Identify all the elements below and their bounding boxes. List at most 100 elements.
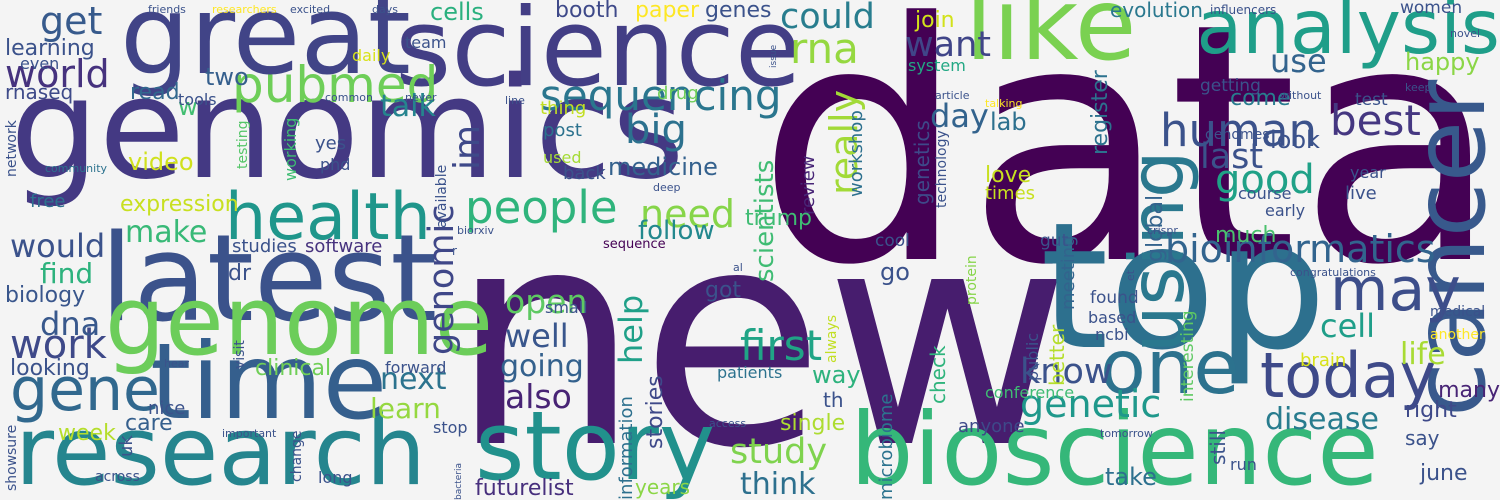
- word-genetics: genetics: [910, 120, 934, 205]
- word-th: th: [823, 388, 844, 412]
- word-network: network: [4, 120, 20, 177]
- word-world: world: [5, 52, 110, 96]
- word-thing: thing: [540, 98, 587, 119]
- word-information: information: [616, 396, 637, 500]
- word-find: find: [40, 257, 94, 290]
- word-small: small: [545, 298, 588, 317]
- word-free: free: [30, 191, 66, 212]
- word-genes: genes: [705, 0, 772, 23]
- word-access: access: [709, 417, 747, 430]
- word-genomics: genomics: [10, 48, 685, 211]
- word-check: check: [926, 345, 950, 404]
- word-software: software: [305, 236, 383, 257]
- word-way: way: [812, 361, 861, 389]
- word-got: got: [705, 278, 742, 303]
- word-days: days: [372, 3, 398, 16]
- word-research: research: [15, 397, 426, 500]
- word-single: single: [780, 411, 846, 436]
- word-novel: novel: [1450, 27, 1481, 40]
- word-researchers: researchers: [212, 3, 277, 16]
- word-cells: cells: [430, 0, 484, 26]
- word-health: health: [225, 180, 431, 255]
- word-would: would: [10, 227, 106, 265]
- word-right: right: [1405, 398, 1457, 423]
- word-genomes: genomes: [1205, 127, 1270, 143]
- word-hear: hear: [164, 357, 190, 370]
- word-work: work: [10, 322, 107, 368]
- word-bioinformatics: bioinformatics: [1165, 227, 1436, 271]
- word-story: story: [475, 392, 716, 500]
- word-studies: studies: [232, 236, 297, 257]
- word-booth: booth: [555, 0, 619, 23]
- word-like: like: [965, 0, 1137, 83]
- word-years: years: [635, 475, 691, 499]
- word-cool: cool: [875, 231, 910, 251]
- word-tomorrow: tomorrow: [1100, 427, 1153, 440]
- word-happy: happy: [1405, 48, 1480, 76]
- word-going: going: [500, 349, 584, 384]
- word-sequence: sequence: [603, 237, 666, 252]
- word-friends: friends: [148, 3, 186, 16]
- word-uk: uk: [116, 435, 137, 457]
- word-rna: rna: [790, 24, 859, 73]
- word-common: common: [325, 91, 373, 104]
- word-brain: brain: [1300, 350, 1347, 371]
- word-stop: stop: [433, 418, 468, 437]
- word-look: look: [1270, 126, 1320, 154]
- word-important: important: [222, 427, 277, 440]
- word-learning: learning: [5, 36, 95, 61]
- word-microbiome: microbiome: [876, 393, 897, 500]
- word-never: never: [405, 91, 437, 104]
- word-get: get: [40, 0, 103, 43]
- word-futurelist: futurelist: [475, 476, 574, 500]
- word-two: two: [205, 63, 249, 91]
- word-register: register: [1088, 70, 1113, 155]
- word-time: time: [150, 321, 388, 443]
- word-big: big: [625, 107, 687, 153]
- word-early: early: [1265, 201, 1306, 220]
- word-paper: paper: [635, 0, 699, 23]
- word-visit: visit: [232, 340, 248, 369]
- word-always: always: [824, 314, 840, 363]
- word-many: many: [1438, 378, 1500, 403]
- word-conference: conference: [985, 383, 1075, 402]
- word-w: w: [178, 93, 198, 121]
- word-sure: sure: [4, 424, 20, 455]
- word-say: say: [1405, 426, 1440, 450]
- word-make: make: [125, 215, 208, 250]
- word-nice: nice: [148, 398, 186, 419]
- word-excited: excited: [290, 3, 331, 16]
- word-love: love: [985, 163, 1032, 188]
- word-learn: learn: [370, 392, 441, 425]
- word-crispr: crispr: [1147, 224, 1178, 237]
- word-want: want: [905, 25, 991, 65]
- word-working: working: [281, 117, 300, 181]
- word-looking: looking: [10, 356, 90, 381]
- word-one: one: [1100, 323, 1240, 411]
- word-show: show: [4, 454, 20, 491]
- word-expression: expression: [120, 192, 239, 217]
- word-also: also: [505, 377, 572, 416]
- word-best: best: [1330, 96, 1421, 145]
- word-biology: biology: [5, 283, 86, 308]
- word-times: times: [985, 183, 1036, 204]
- word-al: al: [733, 261, 743, 274]
- word-stories: stories: [643, 375, 668, 449]
- word-interesting: interesting: [1178, 310, 1198, 402]
- word-trump: trump: [745, 206, 813, 231]
- word-year: year: [1350, 163, 1386, 182]
- word-cell: cell: [1320, 307, 1376, 345]
- word-women: women: [1400, 0, 1463, 18]
- word-may: may: [1330, 255, 1461, 325]
- word-talking: talking: [985, 97, 1023, 110]
- word-drug: drug: [657, 83, 699, 104]
- word-sequencing: sequencing: [540, 71, 782, 120]
- word-biorxiv: biorxiv: [457, 224, 495, 237]
- word-used: used: [543, 148, 582, 167]
- word-june: june: [1420, 461, 1468, 486]
- word-join: join: [915, 8, 955, 33]
- word-well: well: [505, 317, 569, 355]
- word-congratulations: congratulations: [1290, 266, 1376, 279]
- word-open: open: [505, 282, 588, 321]
